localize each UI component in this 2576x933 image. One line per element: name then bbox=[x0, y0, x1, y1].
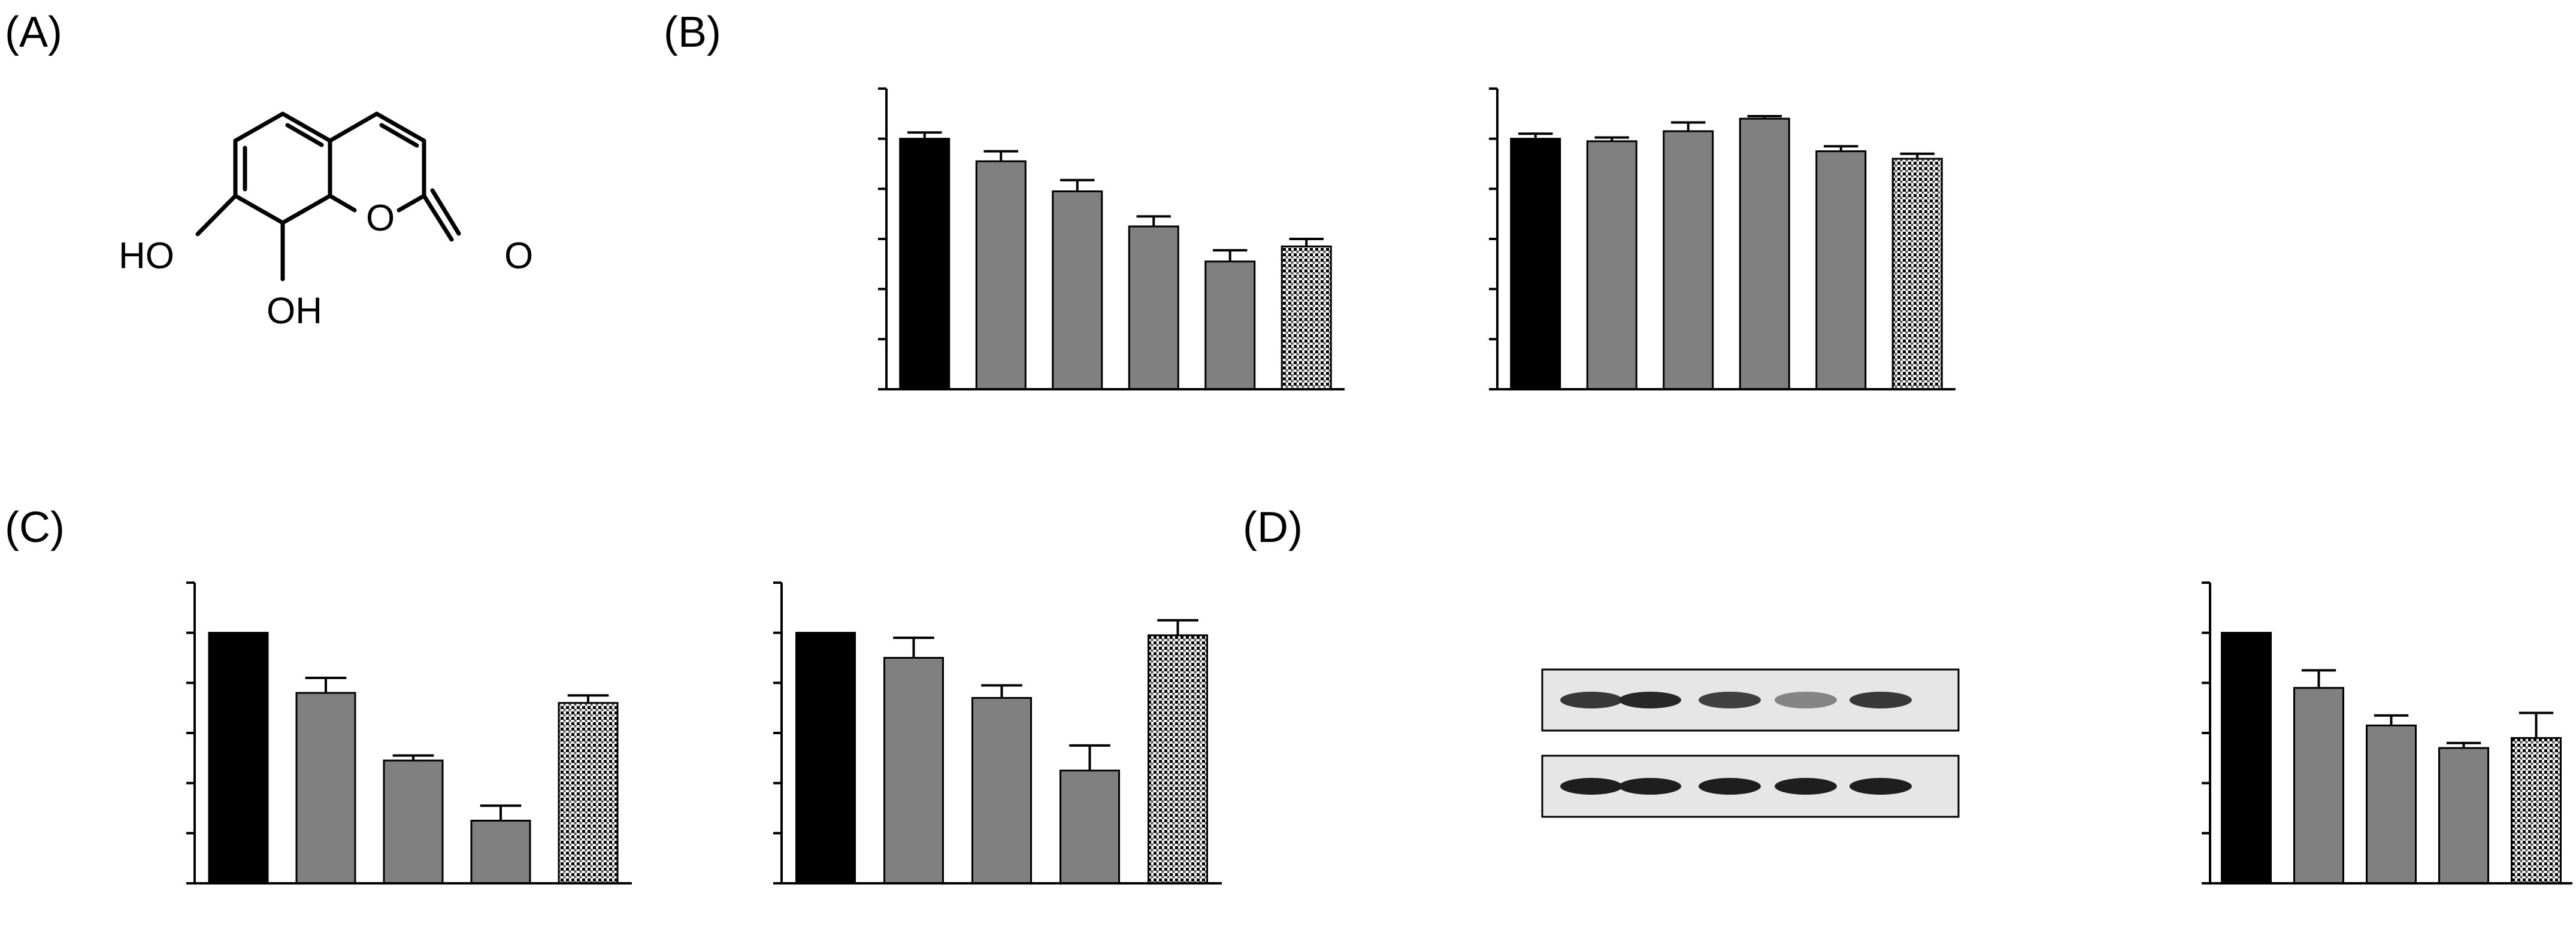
chart-rorgt-protein bbox=[2202, 581, 2572, 884]
wb-band bbox=[1560, 692, 1623, 708]
wb-band bbox=[1699, 778, 1761, 795]
bar bbox=[558, 702, 619, 884]
bar bbox=[1510, 138, 1561, 390]
wb-band bbox=[1619, 692, 1681, 708]
panel-label-b: (B) bbox=[664, 8, 721, 56]
chart-rorgt-mrna bbox=[773, 581, 1222, 884]
bar bbox=[208, 632, 269, 884]
bar bbox=[1052, 190, 1103, 390]
bar bbox=[470, 819, 531, 884]
bar bbox=[1663, 130, 1714, 390]
bar bbox=[899, 138, 951, 390]
bar bbox=[2438, 747, 2489, 884]
bar bbox=[2293, 687, 2344, 884]
panel-label-a: (A) bbox=[5, 8, 62, 56]
chem-oh-label: OH bbox=[267, 290, 322, 332]
wb-band bbox=[1775, 692, 1837, 708]
wb-band bbox=[1849, 778, 1912, 795]
bar bbox=[1891, 157, 1943, 390]
bar bbox=[883, 657, 944, 884]
western-blot bbox=[1541, 668, 1960, 818]
wb-band bbox=[1849, 692, 1912, 708]
chart-il17a-mrna bbox=[186, 581, 632, 884]
bar bbox=[975, 160, 1027, 390]
chart-il17a-inhibition bbox=[878, 87, 1345, 390]
bar bbox=[1148, 634, 1208, 884]
bar bbox=[1204, 260, 1256, 390]
wb-band bbox=[1699, 692, 1761, 708]
chem-ho-label: HO bbox=[119, 235, 174, 277]
chart-cell-viability bbox=[1489, 87, 1956, 390]
bar bbox=[295, 692, 356, 884]
panel-label-d: (D) bbox=[1243, 504, 1303, 552]
chem-carbonyl-oxygen: O bbox=[504, 235, 533, 277]
panel-label-c: (C) bbox=[5, 504, 65, 552]
bar bbox=[1739, 117, 1790, 390]
bar bbox=[2511, 737, 2562, 884]
chem-ring-oxygen: O bbox=[366, 198, 395, 239]
bar bbox=[2221, 632, 2272, 884]
bar bbox=[1586, 140, 1637, 390]
chemical-structure bbox=[195, 111, 461, 281]
bar bbox=[2366, 724, 2417, 884]
wb-band bbox=[1619, 778, 1681, 795]
wb-band bbox=[1560, 778, 1623, 795]
bar bbox=[383, 759, 444, 884]
wb-band bbox=[1775, 778, 1837, 795]
bar bbox=[971, 696, 1032, 884]
bar bbox=[1815, 150, 1867, 390]
bar bbox=[1281, 246, 1332, 390]
bar bbox=[1128, 225, 1179, 390]
bar bbox=[1060, 770, 1120, 884]
bar bbox=[795, 632, 856, 884]
